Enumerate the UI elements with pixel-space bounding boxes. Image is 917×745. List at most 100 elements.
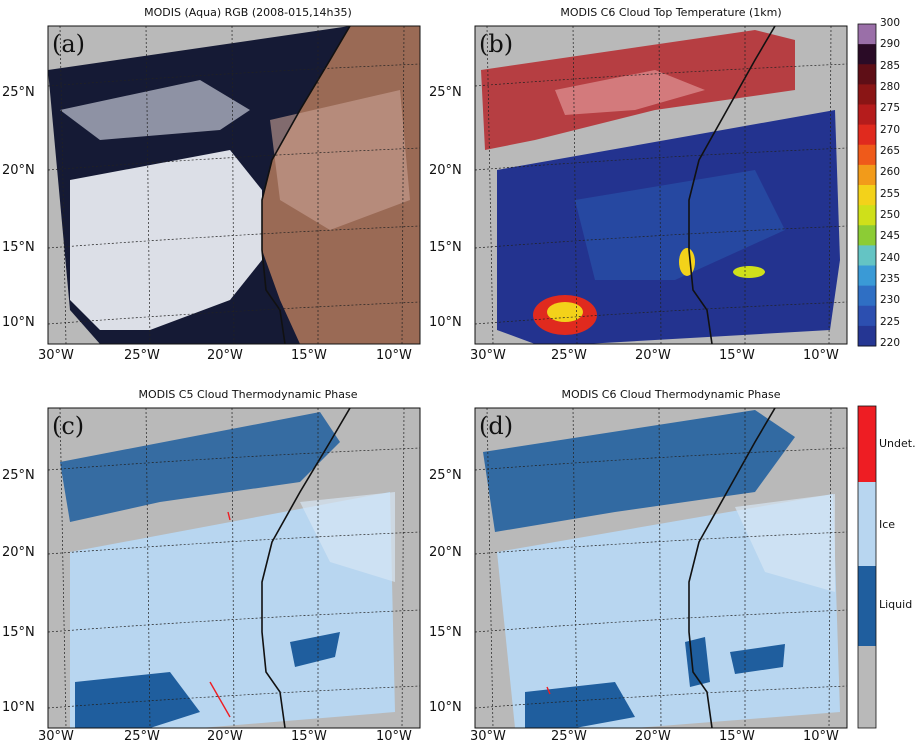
map-frame bbox=[47, 25, 421, 345]
lon-label: 30°W bbox=[38, 348, 74, 363]
colorbar-segment bbox=[858, 44, 876, 65]
liquid-cloud-north bbox=[483, 410, 795, 532]
lat-label: 15°N bbox=[429, 625, 462, 640]
colorbar-segment bbox=[858, 245, 876, 267]
coastline bbox=[688, 408, 776, 728]
lat-label: 20°N bbox=[2, 163, 35, 178]
phase-liquid-swatch bbox=[858, 566, 876, 646]
warm-patch-coast bbox=[679, 248, 695, 276]
colorbar-tick-label: 260 bbox=[880, 166, 901, 179]
undetermined-pixels bbox=[227, 511, 231, 521]
colorbar-frame bbox=[857, 23, 877, 347]
map-frame bbox=[474, 25, 848, 345]
cloud-texture bbox=[575, 170, 785, 280]
colorbar-tick-label: 255 bbox=[880, 187, 901, 200]
map-frame bbox=[47, 407, 421, 729]
coastline bbox=[261, 26, 351, 344]
ice-cloud-swath bbox=[70, 492, 395, 728]
warm-patch-east bbox=[733, 266, 765, 278]
colorbar-segment bbox=[858, 164, 876, 186]
warm-cloud-edges bbox=[555, 70, 705, 115]
lon-label: 10°W bbox=[376, 348, 412, 363]
panel-d-title: MODIS C6 Cloud Thermodynamic Phase bbox=[561, 388, 781, 401]
lon-label: 30°W bbox=[470, 348, 506, 363]
colorbar-tick-label: 220 bbox=[880, 337, 901, 349]
lon-label: 20°W bbox=[207, 348, 243, 363]
colorbar-tick-label: 280 bbox=[880, 81, 901, 93]
colorbar-tick-label: 225 bbox=[880, 315, 901, 328]
colorbar-tick-label: 250 bbox=[880, 209, 901, 221]
phase-undet-swatch bbox=[858, 406, 876, 482]
lon-label: 20°W bbox=[635, 729, 671, 744]
colorbar-segment bbox=[858, 325, 876, 347]
panel-label: (c) bbox=[52, 412, 85, 440]
lat-label: 10°N bbox=[429, 315, 462, 330]
liquid-patch-east bbox=[290, 632, 340, 667]
graticule bbox=[475, 26, 847, 344]
cloud-streaks bbox=[60, 80, 250, 140]
colorbar-segment bbox=[858, 24, 876, 45]
panel-a: MODIS (Aqua) RGB (2008-015,14h35) bbox=[0, 0, 455, 370]
phase-clear-swatch bbox=[858, 646, 876, 728]
panel-c-title: MODIS C5 Cloud Thermodynamic Phase bbox=[138, 388, 358, 401]
colorbar-tick-label: 240 bbox=[880, 251, 901, 264]
ice-cloud-texture bbox=[735, 494, 835, 592]
colorbar-tick-label: 300 bbox=[880, 17, 901, 29]
undetermined-pixels bbox=[209, 681, 231, 718]
lon-label: 15°W bbox=[719, 729, 755, 744]
coastline bbox=[688, 26, 776, 344]
lon-label: 10°W bbox=[376, 729, 412, 744]
colorbar-segment bbox=[858, 265, 876, 287]
lon-label: 15°W bbox=[291, 729, 327, 744]
colorbar-segment bbox=[858, 64, 876, 85]
colorbar-segment bbox=[858, 84, 876, 106]
panel-c: MODIS C5 Cloud Thermodynamic Phase bbox=[0, 382, 455, 745]
lat-label: 15°N bbox=[2, 625, 35, 640]
lon-label: 20°W bbox=[207, 729, 243, 744]
colorbar-segment bbox=[858, 124, 876, 146]
colorbar-tick-label: 290 bbox=[880, 38, 901, 51]
coastline bbox=[261, 408, 351, 728]
map-frame bbox=[474, 407, 848, 729]
colorbar-segment bbox=[858, 185, 876, 206]
panel-a-map bbox=[47, 25, 421, 345]
liquid-cloud-north bbox=[60, 412, 340, 522]
phase-colorbar-frame bbox=[857, 405, 877, 729]
colorbar-segment bbox=[858, 225, 876, 246]
lon-label: 15°W bbox=[291, 348, 327, 363]
graticule bbox=[48, 408, 420, 728]
liquid-patch-east bbox=[730, 644, 785, 674]
temperature-colorbar bbox=[857, 23, 877, 347]
graticule bbox=[48, 26, 420, 344]
panel-label: (a) bbox=[52, 30, 86, 58]
colorbar-segment bbox=[858, 285, 876, 307]
lon-label: 10°W bbox=[803, 348, 839, 363]
lon-label: 20°W bbox=[635, 348, 671, 363]
colorbar-tick-label: 285 bbox=[880, 59, 901, 72]
lon-label: 25°W bbox=[551, 729, 587, 744]
phase-label-undet: Undet. bbox=[879, 437, 916, 450]
panel-c-map bbox=[47, 407, 421, 729]
cloud-mass bbox=[70, 150, 262, 330]
panel-b-title: MODIS C6 Cloud Top Temperature (1km) bbox=[560, 6, 782, 19]
colorbar-tick-label: 275 bbox=[880, 102, 901, 115]
phase-label-liquid: Liquid bbox=[879, 598, 913, 611]
lat-label: 10°N bbox=[2, 315, 35, 330]
lat-label: 25°N bbox=[2, 468, 35, 483]
lon-label: 15°W bbox=[719, 348, 755, 363]
liquid-cloud-south bbox=[525, 682, 635, 728]
panel-label: (b) bbox=[479, 30, 514, 58]
lat-label: 20°N bbox=[429, 545, 462, 560]
lon-label: 25°W bbox=[124, 348, 160, 363]
lat-label: 25°N bbox=[429, 85, 462, 100]
lat-label: 25°N bbox=[2, 85, 35, 100]
undetermined-pixels bbox=[546, 686, 551, 695]
colorbar-tick-label: 270 bbox=[880, 123, 901, 136]
lon-label: 25°W bbox=[124, 729, 160, 744]
colorbar-segment bbox=[858, 144, 876, 166]
panel-d-map bbox=[474, 405, 877, 729]
lon-label: 10°W bbox=[803, 729, 839, 744]
colorbar-segment bbox=[858, 205, 876, 226]
colorbar-tick-label: 230 bbox=[880, 294, 901, 307]
panel-a-title: MODIS (Aqua) RGB (2008-015,14h35) bbox=[144, 6, 352, 19]
